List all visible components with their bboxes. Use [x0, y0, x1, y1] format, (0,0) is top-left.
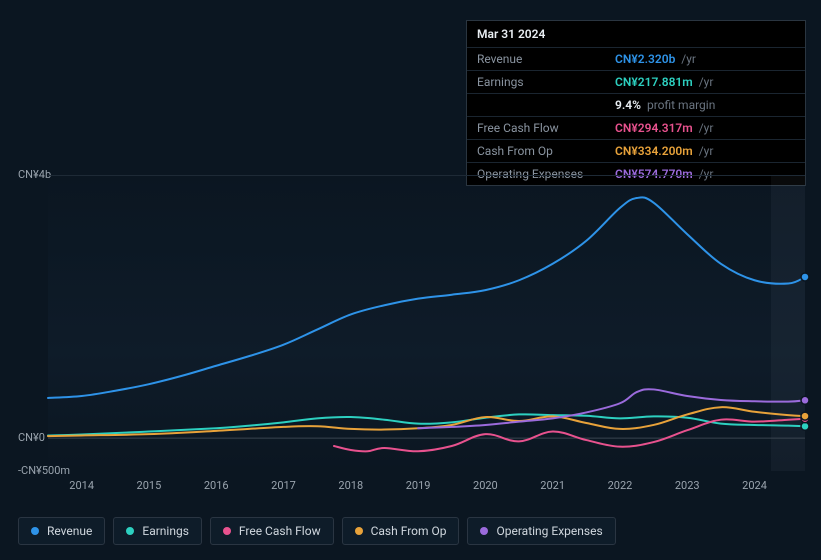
legend-item[interactable]: Earnings [113, 517, 202, 545]
legend-label: Free Cash Flow [239, 524, 321, 538]
series-end-marker [801, 412, 809, 420]
legend-label: Revenue [47, 524, 92, 538]
chart-svg [48, 175, 805, 471]
legend-dot-icon [480, 527, 488, 535]
x-axis-tick-label: 2021 [540, 479, 565, 492]
x-axis-tick-label: 2023 [675, 479, 700, 492]
x-axis-tick-label: 2015 [137, 479, 162, 492]
legend-item[interactable]: Revenue [18, 517, 105, 545]
legend-dot-icon [126, 527, 134, 535]
legend-label: Earnings [142, 524, 189, 538]
series-end-marker [801, 422, 809, 430]
legend-dot-icon [223, 527, 231, 535]
x-axis-tick-label: 2024 [742, 479, 767, 492]
x-axis-tick-label: 2018 [338, 479, 363, 492]
legend-label: Cash From Op [371, 524, 447, 538]
y-axis-tick-label: CN¥0 [18, 431, 45, 444]
x-axis-tick-label: 2014 [69, 479, 94, 492]
series-end-marker [801, 273, 809, 281]
chart-legend: Revenue Earnings Free Cash Flow Cash From O… [18, 517, 616, 545]
legend-label: Operating Expenses [496, 524, 602, 538]
legend-item[interactable]: Operating Expenses [467, 517, 615, 545]
series-end-marker [801, 396, 809, 404]
tooltip-row-label: Free Cash Flow [467, 117, 605, 140]
series-line [48, 414, 805, 435]
legend-dot-icon [31, 527, 39, 535]
tooltip-row-value: CN¥217.881m /yr [605, 71, 805, 94]
tooltip-row-value: CN¥294.317m /yr [605, 117, 805, 140]
x-axis-tick-label: 2022 [608, 479, 633, 492]
tooltip-row-label: Earnings [467, 71, 605, 94]
tooltip-row-label [467, 94, 605, 117]
tooltip-row-value: CN¥2.320b /yr [605, 48, 805, 71]
series-line [48, 197, 805, 398]
legend-dot-icon [355, 527, 363, 535]
tooltip-table: RevenueCN¥2.320b /yrEarningsCN¥217.881m … [467, 47, 805, 185]
y-axis-tick-label: CN¥4b [18, 168, 51, 181]
tooltip-row-label: Cash From Op [467, 140, 605, 163]
series-line [418, 389, 805, 428]
chart-tooltip: Mar 31 2024 RevenueCN¥2.320b /yrEarnings… [466, 20, 806, 186]
x-axis-labels: 2014 2015 2016 2017 2018 2019 2020 2021 2022 2023… [48, 479, 805, 493]
x-axis-tick-label: 2019 [406, 479, 431, 492]
tooltip-row-label: Revenue [467, 48, 605, 71]
chart-plot-area [48, 175, 805, 471]
legend-item[interactable]: Free Cash Flow [210, 517, 334, 545]
tooltip-date: Mar 31 2024 [467, 21, 805, 47]
tooltip-row-value: 9.4% profit margin [605, 94, 805, 117]
x-axis-tick-label: 2020 [473, 479, 498, 492]
x-axis-tick-label: 2016 [204, 479, 229, 492]
tooltip-row-value: CN¥334.200m /yr [605, 140, 805, 163]
legend-item[interactable]: Cash From Op [342, 517, 460, 545]
x-axis-tick-label: 2017 [271, 479, 296, 492]
